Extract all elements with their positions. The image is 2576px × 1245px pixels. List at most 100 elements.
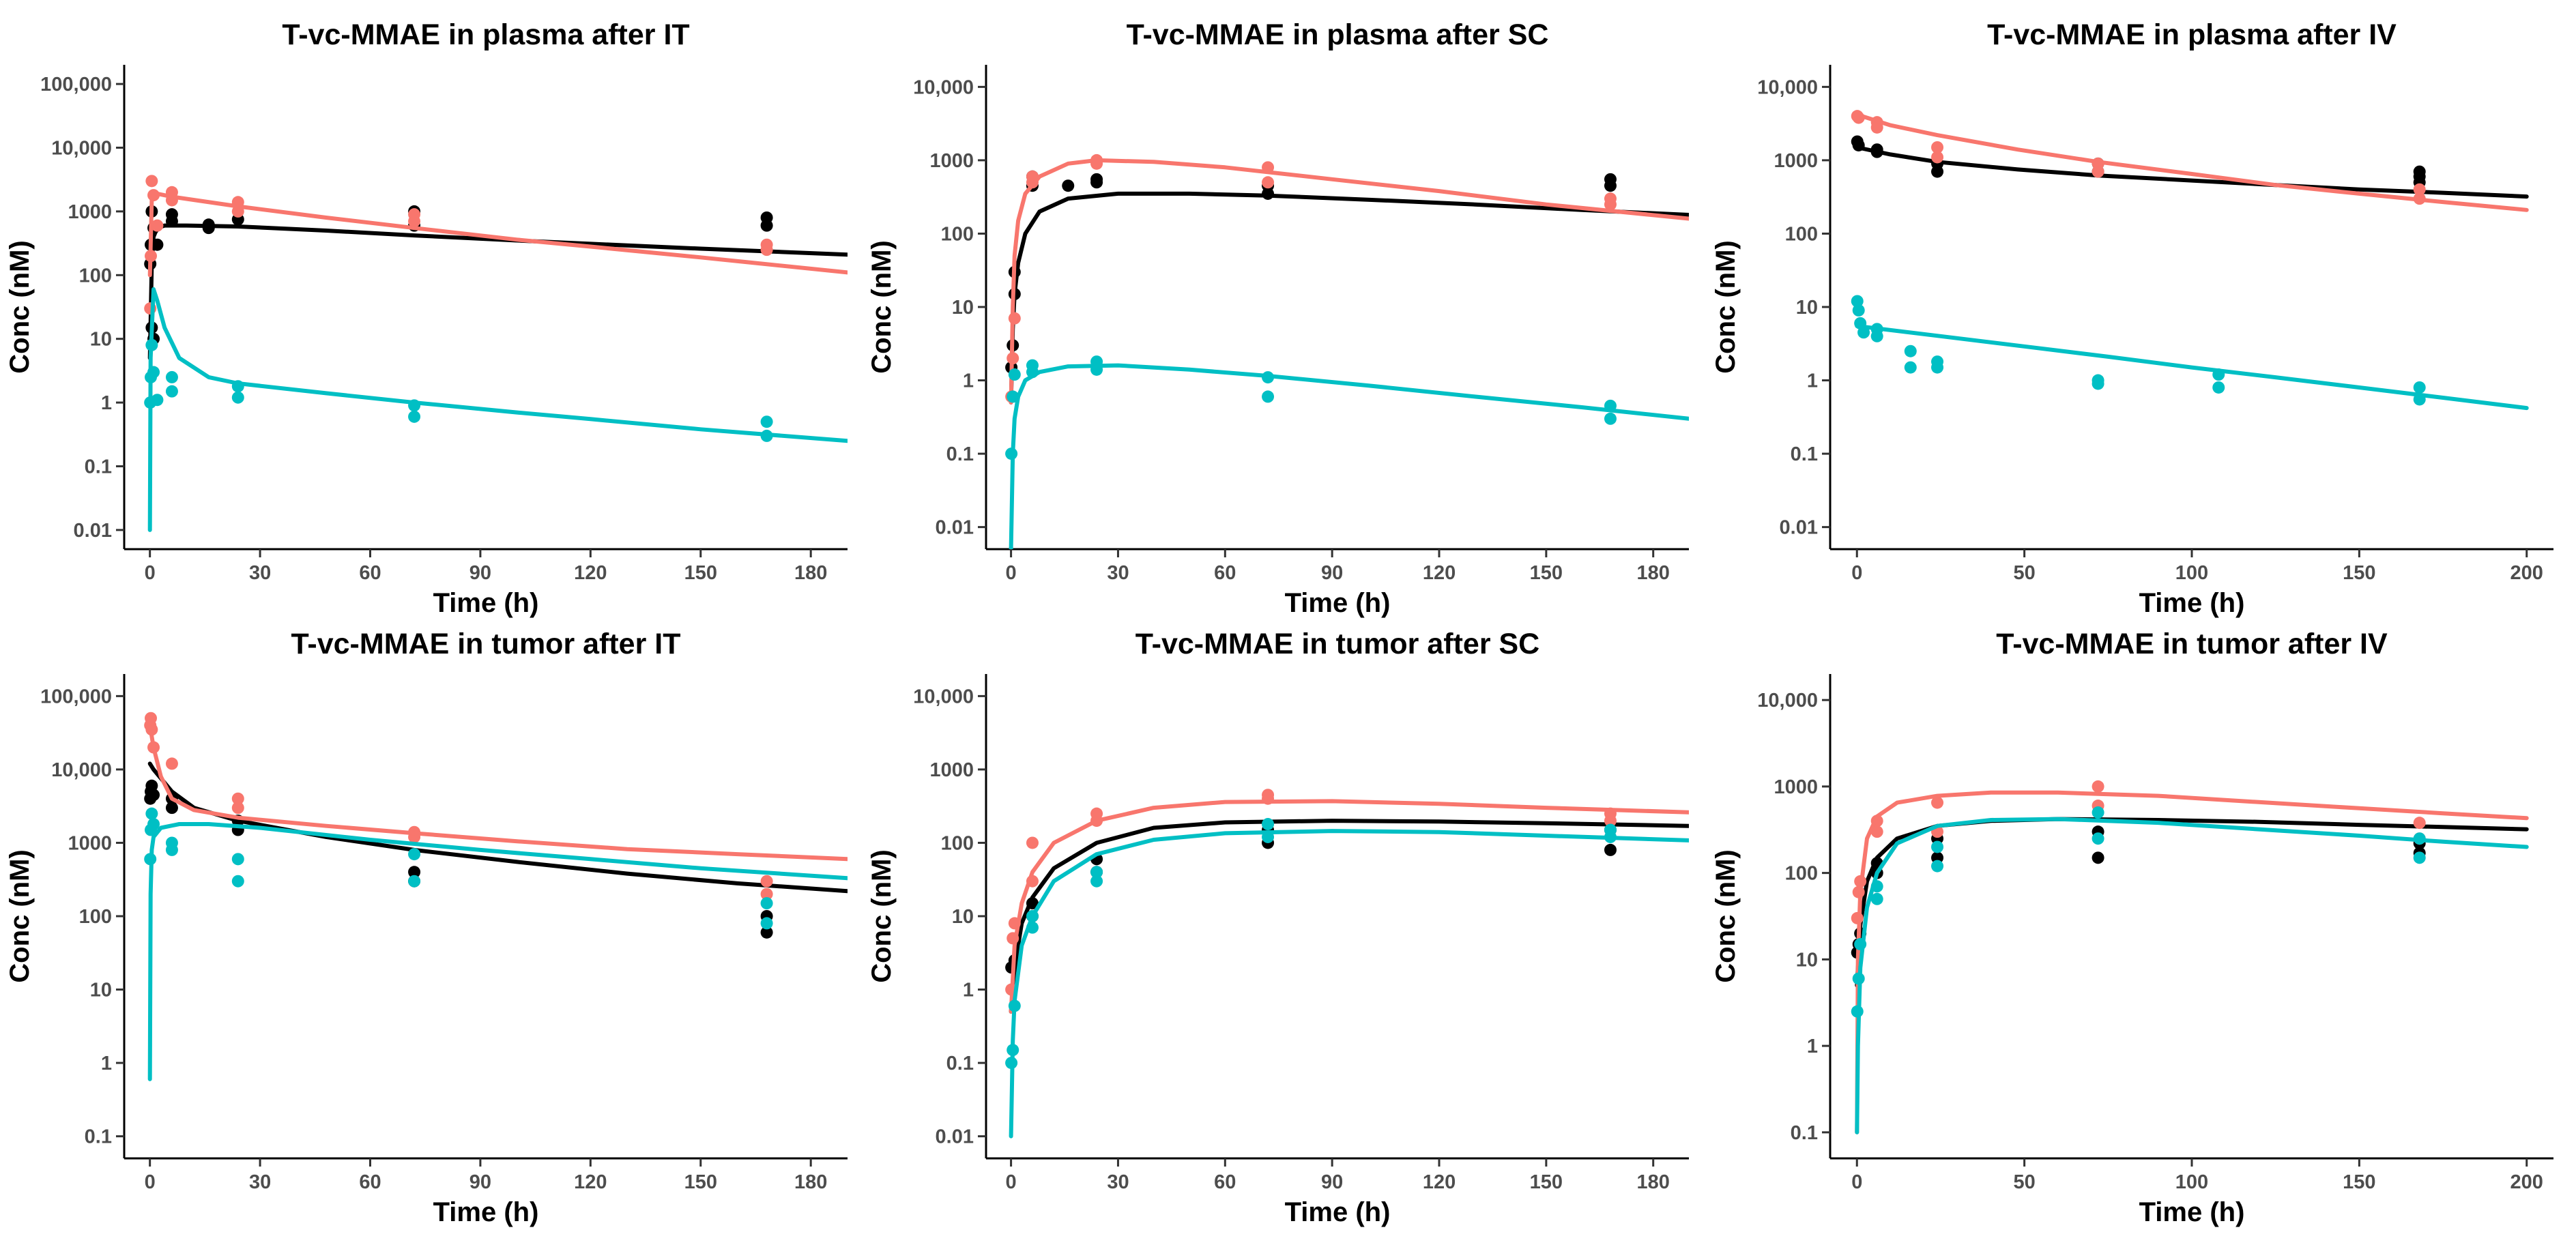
plot-area (1851, 780, 2529, 1134)
x-tick-label: 0 (1006, 1171, 1017, 1193)
y-tick-label: 1000 (929, 759, 974, 781)
fit-line-cyan (1009, 363, 1689, 549)
y-tick-label: 10,000 (1757, 76, 1818, 98)
data-point-cyan (1931, 840, 1944, 853)
chart-title: T-vc-MMAE in tumor after IT (291, 628, 681, 660)
y-tick-label: 1 (963, 980, 974, 1001)
x-tick-label: 150 (684, 562, 717, 584)
data-point-black (1604, 843, 1617, 856)
data-point-black (145, 779, 158, 792)
x-tick-label: 150 (1530, 562, 1563, 584)
data-point-red (2413, 183, 2426, 196)
data-point-cyan (231, 853, 244, 866)
x-tick-label: 0 (1851, 1171, 1862, 1193)
data-point-cyan (1870, 329, 1883, 342)
data-point-cyan (2092, 832, 2104, 845)
data-point-black (760, 211, 773, 224)
y-axis-label: Conc (nM) (1711, 240, 1741, 374)
fit-line-black (1855, 817, 2529, 988)
y-tick-label: 0.1 (85, 1126, 112, 1148)
data-point-cyan (2413, 381, 2426, 394)
chart-panel-1: T-vc-MMAE in plasma after IT 0.01 0.1 1 10 10… (5, 18, 848, 618)
y-axis-label: Conc (nM) (867, 240, 897, 374)
data-point-red (2413, 817, 2426, 830)
data-point-red (1090, 807, 1103, 820)
data-point-cyan (1931, 355, 1944, 368)
data-point-cyan (147, 818, 160, 831)
y-tick-label: 1 (101, 392, 112, 414)
data-point-cyan (1090, 875, 1103, 888)
data-point-cyan (1090, 866, 1103, 879)
data-point-red (231, 802, 244, 815)
data-point-red (151, 219, 164, 232)
plot-area (144, 712, 848, 1081)
data-point-cyan (760, 917, 773, 930)
data-point-red (1026, 836, 1039, 849)
data-point-cyan (1604, 823, 1617, 836)
data-point-black (2092, 851, 2104, 864)
data-point-red (408, 208, 421, 221)
fit-line-cyan (147, 822, 848, 1081)
fit-line-cyan (147, 287, 848, 532)
y-tick-label: 10 (1796, 297, 1818, 319)
x-axis-label: Time (h) (2139, 588, 2245, 618)
data-point-cyan (1604, 412, 1617, 425)
fit-line-red (147, 190, 848, 278)
y-tick-label: 1000 (929, 150, 974, 172)
data-point-cyan (1026, 359, 1039, 372)
x-tick-label: 150 (684, 1171, 717, 1193)
data-point-cyan (2413, 851, 2426, 864)
y-tick-label: 0.1 (1791, 443, 1818, 465)
data-point-cyan (760, 415, 773, 428)
fit-line-black (1855, 145, 2529, 199)
data-point-cyan (2212, 381, 2225, 394)
x-axis-label: Time (h) (433, 1197, 539, 1227)
x-tick-label: 60 (1214, 1171, 1236, 1193)
data-point-cyan (151, 394, 164, 407)
y-tick-label: 100 (941, 223, 974, 245)
data-point-red (1262, 176, 1275, 189)
x-axis-label: Time (h) (2139, 1197, 2245, 1227)
data-point-cyan (1262, 390, 1275, 403)
x-tick-label: 0 (145, 1171, 156, 1193)
fit-line-red (1855, 790, 2529, 1134)
y-tick-label: 0.1 (946, 1053, 974, 1074)
y-tick-label: 10 (90, 980, 112, 1001)
x-tick-label: 100 (2175, 1171, 2208, 1193)
x-axis-label: Time (h) (1285, 1197, 1391, 1227)
data-point-cyan (1904, 345, 1917, 357)
data-point-red (145, 712, 158, 724)
y-axis-label: Conc (nM) (1711, 849, 1741, 983)
x-tick-label: 180 (794, 562, 827, 584)
data-point-cyan (1008, 368, 1021, 381)
data-point-black (408, 866, 421, 879)
data-point-red (1931, 141, 1944, 153)
y-tick-label: 1 (1807, 1036, 1818, 1057)
data-point-cyan (408, 875, 421, 888)
x-tick-label: 150 (2343, 562, 2375, 584)
x-tick-label: 120 (574, 562, 607, 584)
data-point-black (165, 208, 178, 221)
y-tick-label: 10,000 (913, 686, 974, 707)
data-point-cyan (1852, 304, 1865, 317)
y-tick-label: 0.01 (74, 520, 112, 542)
y-axis-label: Conc (nM) (5, 240, 35, 374)
y-tick-label: 0.1 (1791, 1122, 1818, 1144)
y-tick-label: 1 (1807, 370, 1818, 392)
data-point-red (231, 792, 244, 805)
x-tick-label: 60 (359, 562, 381, 584)
x-tick-label: 90 (1321, 1171, 1343, 1193)
fit-line-cyan (1009, 829, 1689, 1139)
fit-line-red (147, 723, 848, 862)
y-tick-label: 0.01 (936, 517, 974, 539)
x-tick-label: 0 (1006, 562, 1017, 584)
data-point-red (1931, 796, 1944, 809)
x-tick-label: 30 (1107, 562, 1129, 584)
x-tick-label: 0 (145, 562, 156, 584)
x-tick-label: 200 (2510, 562, 2543, 584)
y-tick-label: 1 (101, 1053, 112, 1074)
data-point-red (1870, 825, 1883, 838)
y-tick-label: 0.1 (85, 456, 112, 478)
data-point-black (165, 802, 178, 815)
x-tick-label: 90 (1321, 562, 1343, 584)
